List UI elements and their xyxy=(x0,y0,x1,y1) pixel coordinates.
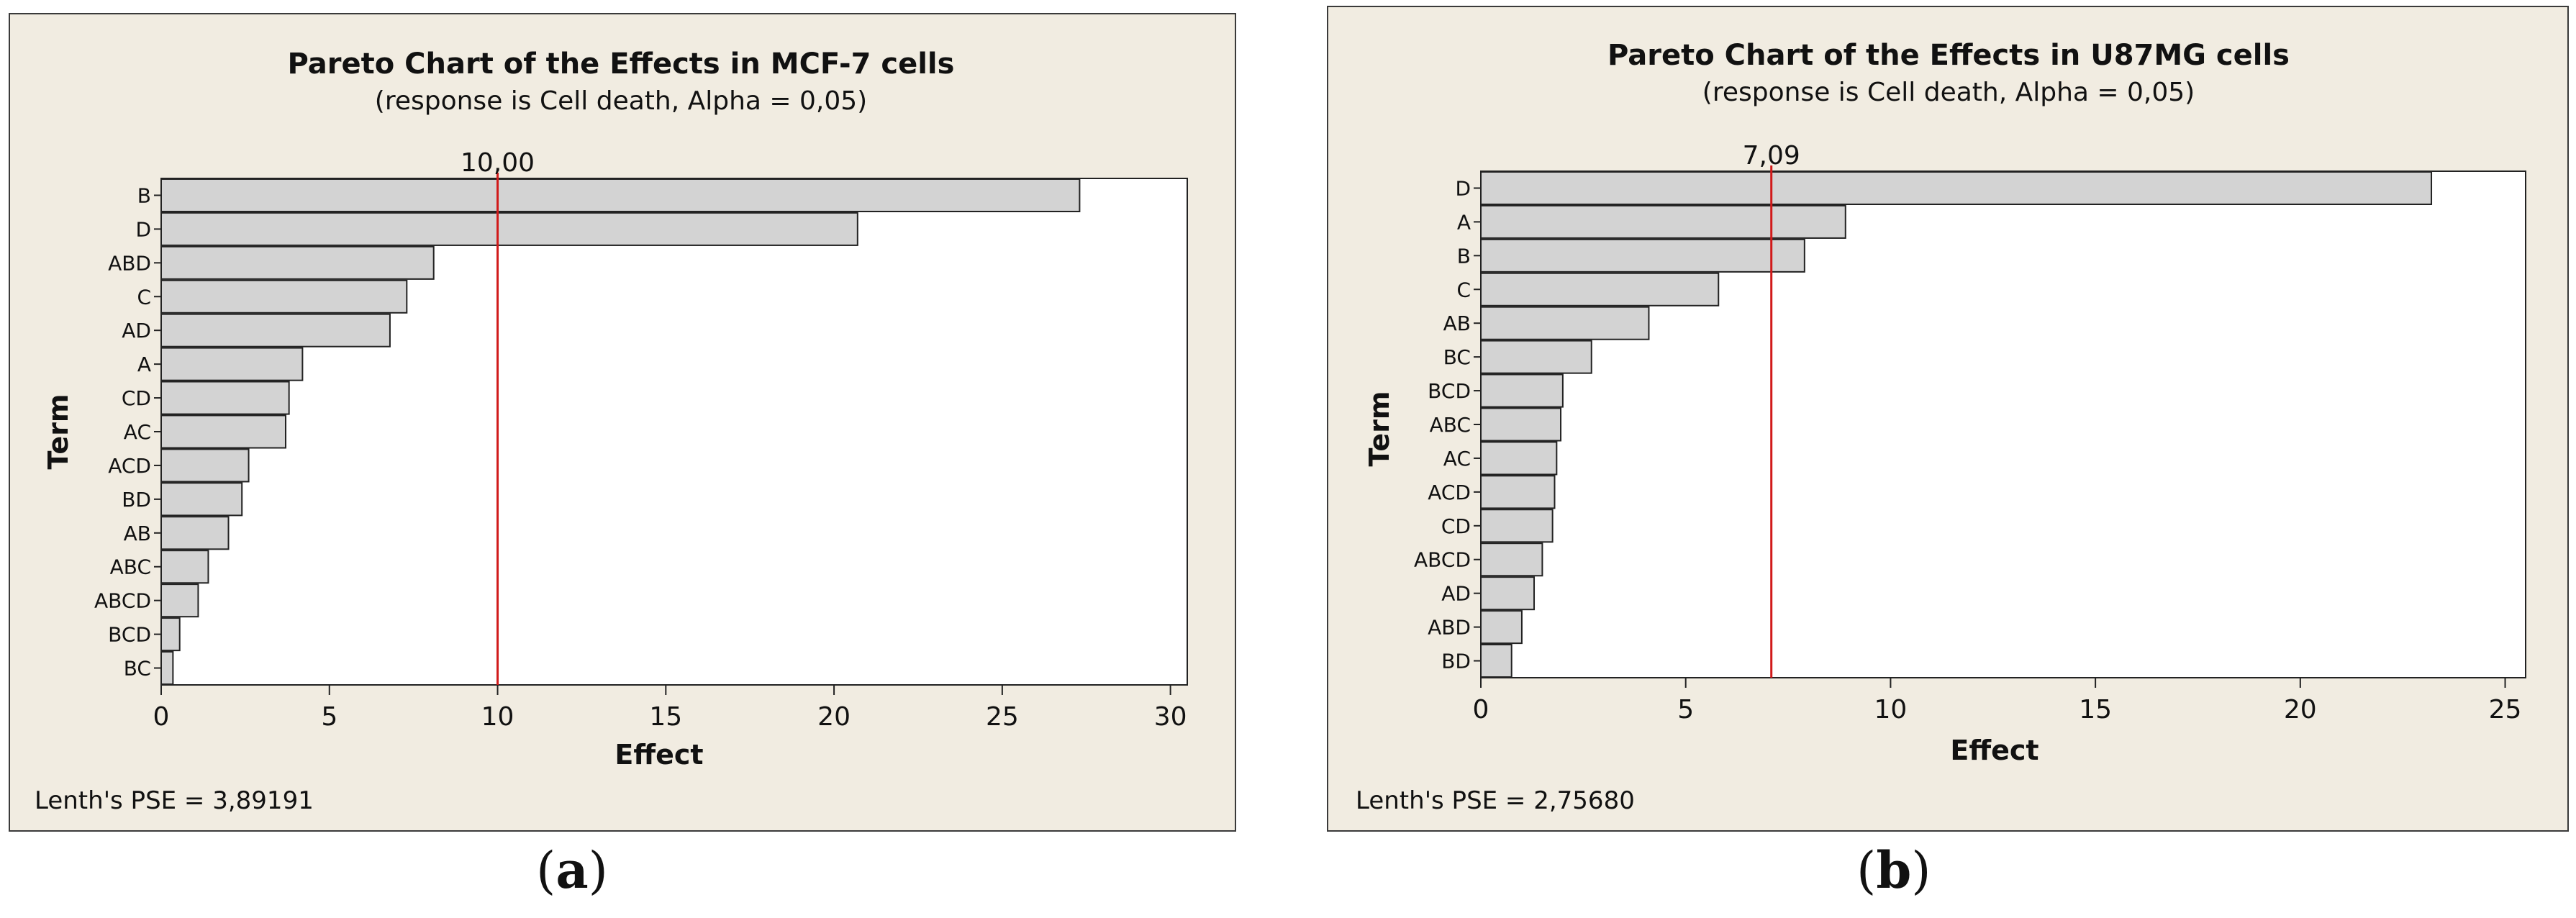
x-tick-label: 0 xyxy=(153,702,170,732)
term-label-bc: BC xyxy=(1443,345,1471,369)
x-tick-label: 20 xyxy=(817,702,851,732)
term-label-bcd: BCD xyxy=(108,623,151,647)
bar-bd xyxy=(1480,644,1513,678)
term-label-ac: AC xyxy=(1443,447,1471,471)
bar-acd xyxy=(1480,475,1556,509)
x-tick-label: 25 xyxy=(2489,695,2522,724)
term-label-bcd: BCD xyxy=(1428,379,1471,403)
bar-c xyxy=(160,279,408,314)
term-label-ab: AB xyxy=(1443,312,1471,335)
term-label-bd: BD xyxy=(122,488,151,512)
term-label-b: B xyxy=(1457,244,1471,268)
bar-ab xyxy=(160,516,230,550)
bar-abd xyxy=(1480,610,1523,645)
term-label-abcd: ABCD xyxy=(94,589,151,613)
chart-subtitle: (response is Cell death, Alpha = 0,05) xyxy=(375,86,867,116)
x-axis-label: Effect xyxy=(1950,735,2038,766)
bar-bc xyxy=(160,651,174,686)
x-tick-label: 25 xyxy=(986,702,1019,732)
term-label-d: D xyxy=(135,217,151,241)
x-tick-label: 15 xyxy=(2079,695,2112,724)
term-label-ac: AC xyxy=(124,420,151,444)
x-axis-label: Effect xyxy=(614,739,703,771)
term-label-cd: CD xyxy=(1441,514,1471,538)
term-label-ab: AB xyxy=(124,522,151,545)
x-tick-label: 15 xyxy=(649,702,682,732)
x-tick-label: 10 xyxy=(481,702,514,732)
bar-a xyxy=(160,347,304,381)
term-label-abc: ABC xyxy=(110,555,151,579)
bar-abc xyxy=(160,550,209,584)
reference-value-label: 10,00 xyxy=(461,148,535,178)
term-label-ad: AD xyxy=(1441,582,1471,606)
term-label-bc: BC xyxy=(124,657,151,681)
chart-title: Pareto Chart of the Effects in U87MG cel… xyxy=(1607,39,2290,72)
lenth-pse-note: Lenth's PSE = 2,75680 xyxy=(1356,786,1635,815)
bar-d xyxy=(160,212,858,246)
bar-b xyxy=(1480,238,1805,273)
term-label-a: A xyxy=(1457,210,1471,234)
x-tick-label: 5 xyxy=(1677,695,1694,724)
bar-abc xyxy=(1480,407,1562,442)
bar-a xyxy=(1480,204,1846,239)
chart-panel-a: Pareto Chart of the Effects in MCF-7 cel… xyxy=(9,13,1236,832)
term-label-abd: ABD xyxy=(108,251,151,275)
chart-subtitle: (response is Cell death, Alpha = 0,05) xyxy=(1702,78,2195,107)
x-tick-label: 5 xyxy=(321,702,337,732)
bar-bc xyxy=(1480,340,1592,374)
bar-c xyxy=(1480,272,1720,306)
lenth-pse-note: Lenth's PSE = 3,89191 xyxy=(35,786,314,815)
bar-ac xyxy=(1480,441,1558,476)
bar-bcd xyxy=(160,617,181,652)
term-label-c: C xyxy=(1456,278,1471,301)
bar-ac xyxy=(160,414,286,449)
bar-abcd xyxy=(160,583,199,618)
x-tick-label: 20 xyxy=(2284,695,2317,724)
term-label-abcd: ABCD xyxy=(1414,548,1471,572)
caption-letter: b xyxy=(1876,840,1912,900)
bar-ad xyxy=(1480,576,1536,611)
term-label-bd: BD xyxy=(1441,650,1471,673)
bar-cd xyxy=(1480,509,1554,543)
chart-panel-b: Pareto Chart of the Effects in U87MG cel… xyxy=(1327,6,2569,832)
bar-d xyxy=(1480,171,2433,205)
bar-ad xyxy=(160,313,391,347)
term-label-b: B xyxy=(137,183,151,207)
term-label-acd: ACD xyxy=(108,454,151,478)
bar-acd xyxy=(160,448,250,483)
pareto-chart-mcf7: Pareto Chart of the Effects in MCF-7 cel… xyxy=(35,47,1188,815)
bar-b xyxy=(160,178,1081,212)
term-label-abd: ABD xyxy=(1428,616,1471,640)
caption-letter: a xyxy=(555,840,589,900)
y-axis-label: Term xyxy=(1364,391,1395,467)
x-tick-label: 10 xyxy=(1874,695,1908,724)
bar-abcd xyxy=(1480,542,1543,577)
pareto-chart-u87mg: Pareto Chart of the Effects in U87MG cel… xyxy=(1356,39,2526,815)
figure-caption-a: (a) xyxy=(536,840,608,900)
term-label-acd: ACD xyxy=(1428,481,1471,504)
bar-ab xyxy=(1480,306,1650,340)
y-axis-label: Term xyxy=(42,394,74,470)
term-label-cd: CD xyxy=(122,386,151,410)
x-tick-label: 30 xyxy=(1154,702,1187,732)
reference-value-label: 7,09 xyxy=(1743,141,1800,171)
figure-caption-b: (b) xyxy=(1856,840,1931,900)
bar-abd xyxy=(160,245,435,280)
bar-cd xyxy=(160,381,290,415)
term-label-c: C xyxy=(137,285,151,309)
term-label-abc: ABC xyxy=(1430,413,1471,437)
bar-bcd xyxy=(1480,373,1564,408)
chart-title: Pareto Chart of the Effects in MCF-7 cel… xyxy=(288,47,955,81)
term-label-ad: AD xyxy=(122,319,151,342)
term-label-a: A xyxy=(137,353,151,376)
term-label-d: D xyxy=(1455,176,1471,200)
x-tick-label: 0 xyxy=(1473,695,1489,724)
bar-bd xyxy=(160,482,243,517)
